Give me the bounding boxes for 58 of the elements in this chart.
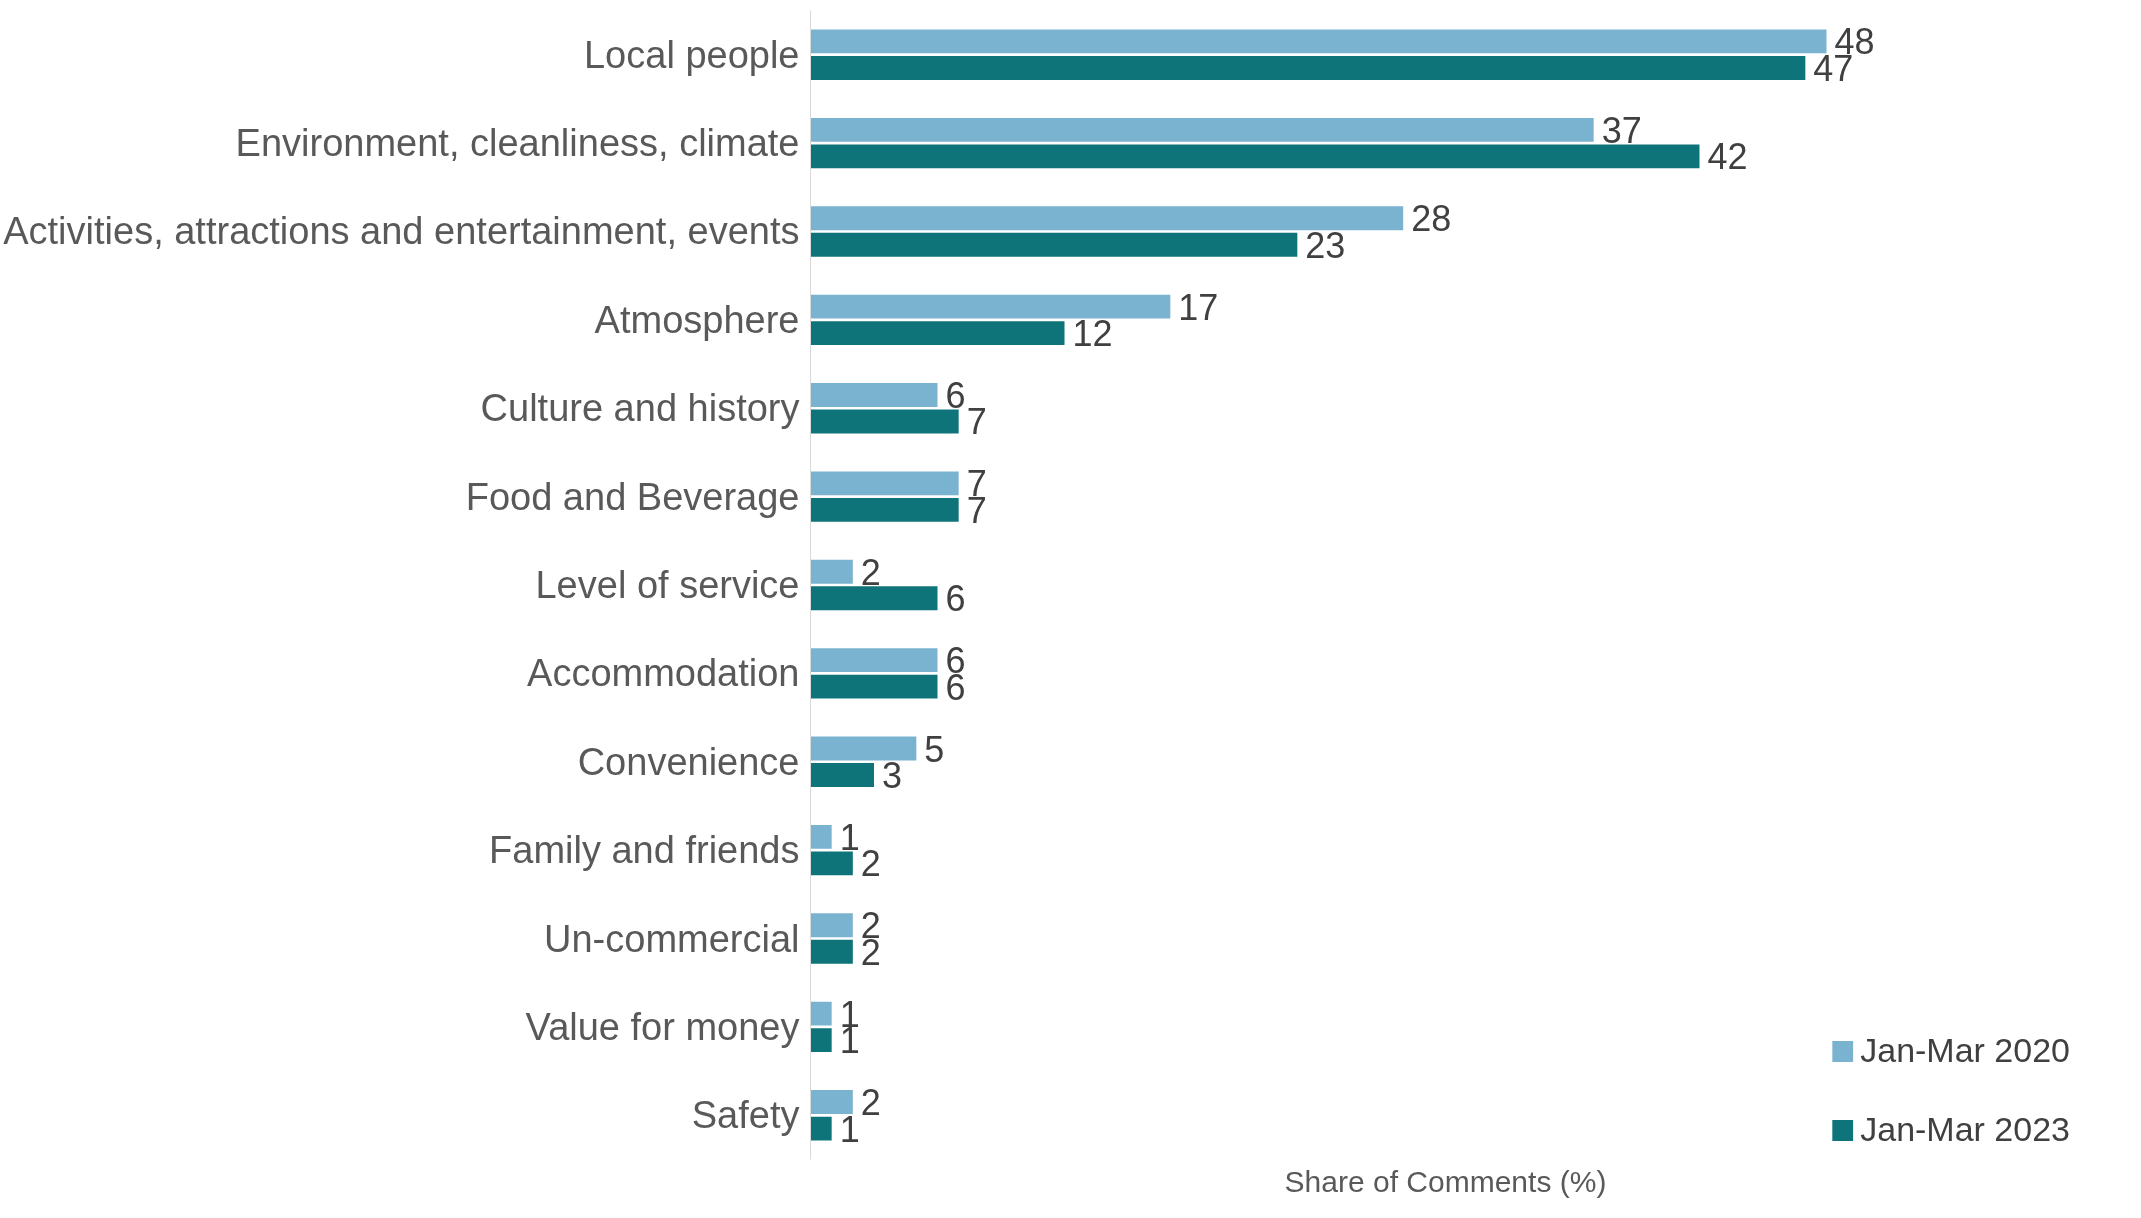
- data-label: 42: [1707, 136, 1748, 178]
- y-tick-label: Safety: [691, 1094, 800, 1137]
- bar: [810, 736, 917, 761]
- bar: [810, 409, 959, 434]
- bar: [810, 144, 1700, 169]
- data-label: 28: [1411, 198, 1452, 240]
- data-label: 37: [1601, 109, 1642, 151]
- data-label: 1: [839, 1108, 860, 1150]
- bar: [810, 56, 1806, 80]
- bar: [810, 763, 874, 787]
- y-tick-label: Atmosphere: [594, 298, 800, 341]
- bar: [810, 497, 959, 522]
- y-tick-label: Un-commercial: [544, 917, 800, 960]
- data-label: 3: [882, 755, 903, 797]
- bar: [810, 913, 853, 938]
- bar: [810, 471, 959, 496]
- y-tick-label: Activities, attractions and entertainment, events: [3, 210, 800, 253]
- bar: [810, 851, 853, 876]
- bar: [810, 232, 1298, 257]
- bar: [810, 1028, 832, 1053]
- bar: [810, 117, 1594, 142]
- data-label: 6: [945, 374, 966, 416]
- data-label: 2: [860, 1082, 881, 1124]
- bar: [810, 586, 938, 611]
- legend-label: Jan-Mar 2020: [1860, 1031, 2070, 1070]
- bar: [810, 674, 938, 699]
- data-label: 1: [839, 816, 860, 858]
- y-tick-label: Convenience: [577, 740, 800, 783]
- bar: [810, 294, 1171, 319]
- bar: [810, 559, 853, 584]
- data-label: 2: [860, 843, 881, 885]
- bar: [810, 1116, 832, 1141]
- data-label: 2: [860, 551, 881, 593]
- data-label: 5: [924, 728, 945, 770]
- y-tick-label: Accommodation: [527, 652, 800, 695]
- data-label: 12: [1072, 313, 1113, 355]
- y-tick-label: Value for money: [525, 1005, 800, 1048]
- bar: [810, 321, 1065, 346]
- y-tick-label: Family and friends: [489, 829, 800, 872]
- legend-label: Jan-Mar 2023: [1860, 1110, 2070, 1149]
- y-tick-label: Local people: [583, 33, 800, 76]
- y-tick-label: Food and Beverage: [465, 475, 800, 518]
- x-axis-title: Share of Comments (%): [1284, 1164, 1607, 1198]
- y-tick-label: Environment, cleanliness, climate: [235, 122, 800, 165]
- bar: [810, 648, 938, 673]
- data-label: 17: [1178, 286, 1219, 328]
- y-tick-label: Culture and history: [480, 387, 800, 430]
- y-tick-label: Level of service: [535, 564, 800, 606]
- bar: [810, 1001, 832, 1026]
- bar: [810, 939, 853, 964]
- data-label: 7: [966, 401, 987, 443]
- bar: [810, 383, 938, 407]
- bar: [810, 29, 1827, 54]
- bar: [810, 1090, 853, 1114]
- data-label: 23: [1305, 224, 1346, 266]
- bar: [810, 824, 832, 849]
- bar: [810, 206, 1404, 231]
- data-label: 6: [945, 578, 966, 620]
